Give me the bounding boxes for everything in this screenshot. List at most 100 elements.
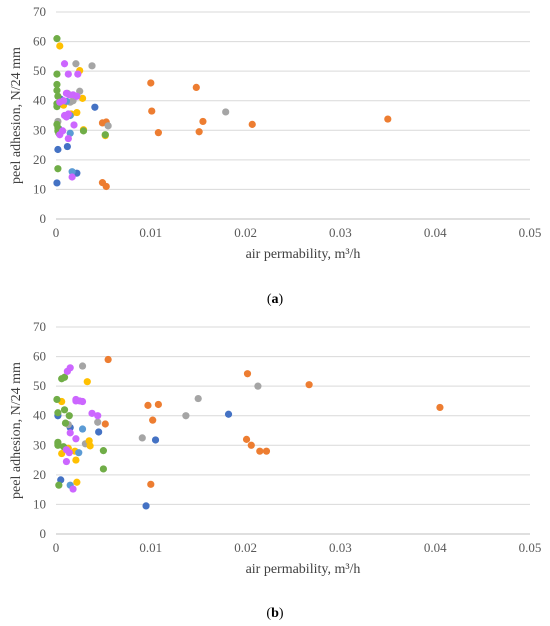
y-tick-label: 40: [33, 408, 46, 423]
data-point: [72, 456, 80, 464]
y-tick-label: 60: [33, 349, 46, 364]
data-point: [65, 412, 73, 420]
data-point: [147, 480, 155, 488]
y-tick-label: 30: [33, 437, 46, 452]
data-point: [68, 173, 76, 181]
x-tick-label: 0.04: [424, 225, 447, 240]
data-point: [53, 70, 61, 78]
data-point: [243, 370, 252, 378]
data-point: [248, 120, 256, 128]
data-point: [65, 449, 73, 457]
y-tick-label: 0: [40, 211, 47, 226]
data-point: [142, 502, 150, 510]
y-tick-label: 50: [33, 63, 46, 78]
data-point: [224, 410, 233, 418]
data-point: [104, 122, 112, 130]
data-point: [83, 378, 91, 386]
data-point: [54, 165, 62, 173]
data-point: [60, 373, 69, 381]
data-point: [199, 117, 207, 126]
data-point: [73, 108, 81, 117]
data-point: [61, 419, 70, 427]
y-tick-label: 50: [33, 378, 46, 393]
data-point: [256, 447, 264, 455]
panel-a-open: (: [266, 292, 272, 307]
data-point: [154, 129, 162, 137]
y-tick-label: 60: [33, 34, 46, 49]
y-tick-label: 10: [33, 181, 46, 196]
data-point: [64, 134, 72, 143]
y-axis-label: peel adhesion, N/24 mm: [9, 47, 24, 184]
panel-b-close: ): [278, 606, 284, 621]
data-point: [60, 60, 69, 68]
x-tick-label: 0.03: [329, 225, 352, 240]
data-point: [195, 128, 203, 136]
x-tick-label: 0.02: [234, 540, 257, 555]
data-point: [222, 108, 230, 116]
chart-b: 0 10 20 30 40 50 60 70 0 0.01 0.02 0.03 0.04 0.05 air …: [0, 315, 550, 600]
data-point: [60, 406, 69, 414]
panel-a-close: ): [278, 292, 284, 307]
data-point: [54, 92, 62, 100]
data-point: [55, 481, 63, 489]
data-point: [73, 478, 81, 486]
data-point: [247, 441, 255, 449]
y-tick-label: 20: [33, 467, 46, 482]
x-tick-label: 0.01: [139, 225, 162, 240]
data-point: [88, 409, 96, 417]
data-point: [54, 145, 62, 154]
data-point: [59, 97, 68, 105]
x-tick-label: 0: [53, 225, 60, 240]
data-point: [53, 35, 61, 43]
data-point: [75, 449, 83, 457]
data-point: [242, 435, 251, 443]
data-point: [95, 428, 103, 436]
data-point: [74, 70, 82, 78]
y-tick-label: 70: [33, 4, 46, 19]
data-point: [104, 355, 112, 364]
panel-label-a: (a): [0, 292, 550, 308]
data-point: [148, 107, 156, 115]
y-tick-label: 20: [33, 152, 46, 167]
data-point: [64, 70, 72, 78]
data-point: [73, 92, 81, 100]
scatter-plot-b: 0 10 20 30 40 50 60 70 0 0.01 0.02 0.03 0.04 0.05 air …: [9, 319, 541, 577]
y-axis-label: peel adhesion, N/24 mm: [9, 362, 24, 499]
data-point: [144, 401, 152, 409]
data-point: [53, 179, 61, 187]
chart-a: 0 10 20 30 40 50 60 70 0 0.01 0.02 0.03 0.04 0.05 air …: [0, 0, 550, 285]
x-tick-label: 0.05: [519, 225, 542, 240]
data-point: [154, 400, 162, 409]
data-point: [62, 113, 71, 121]
data-point: [94, 412, 102, 420]
data-point: [151, 436, 160, 444]
data-point: [56, 42, 64, 50]
data-point: [101, 131, 109, 139]
x-tick-label: 0: [53, 540, 60, 555]
data-point: [54, 409, 62, 417]
data-point: [68, 168, 76, 176]
data-point: [436, 403, 444, 412]
data-point: [53, 395, 61, 404]
scatter-plot-a: 0 10 20 30 40 50 60 70 0 0.01 0.02 0.03 0.04 0.05 air …: [9, 4, 542, 262]
data-point: [78, 425, 87, 433]
data-point: [54, 441, 62, 449]
x-tick-label: 0.04: [424, 540, 447, 555]
data-point: [149, 416, 157, 424]
panel-label-b: (b): [0, 606, 550, 622]
data-point: [59, 127, 67, 135]
data-point: [72, 397, 80, 405]
data-point: [86, 442, 94, 450]
data-point: [182, 412, 190, 420]
data-point: [102, 182, 110, 191]
data-point: [88, 62, 96, 70]
data-point: [66, 364, 74, 372]
data-point: [70, 121, 78, 129]
y-tick-label: 70: [33, 319, 46, 334]
data-point: [305, 381, 313, 389]
data-point: [147, 79, 155, 87]
data-point: [192, 83, 200, 92]
data-point: [262, 447, 271, 455]
x-tick-label: 0.02: [234, 225, 257, 240]
x-tick-label: 0.01: [139, 540, 162, 555]
